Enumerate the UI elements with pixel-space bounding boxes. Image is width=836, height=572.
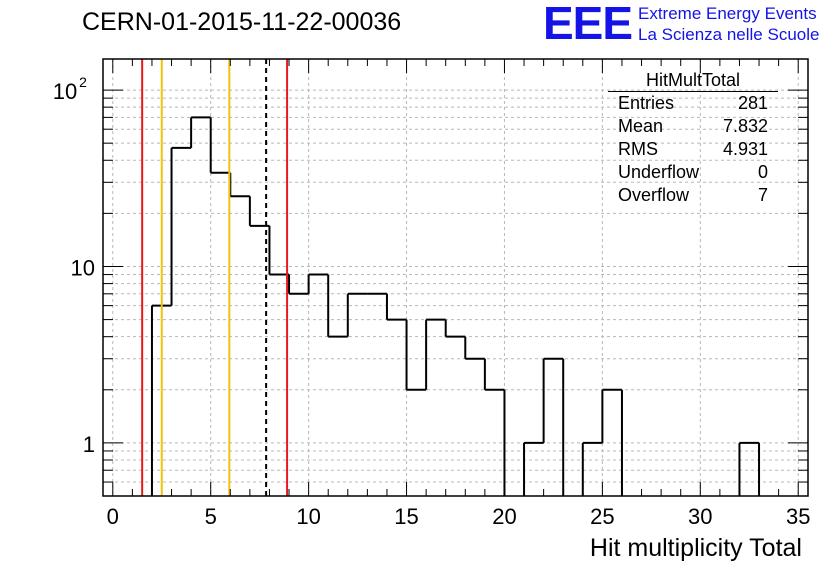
stats-value: 0: [757, 162, 768, 182]
marker-lines: [141, 59, 289, 496]
logo-subtitle-1: Extreme Energy Events: [638, 4, 817, 23]
stats-row-entries: Entries 281: [608, 92, 778, 115]
x-tick-label: 25: [590, 504, 614, 529]
stats-row-mean: Mean 7.832: [608, 115, 778, 138]
stats-value: 281: [737, 93, 768, 113]
stats-title: HitMultTotal: [608, 70, 778, 92]
y-tick-label: 10: [53, 79, 77, 104]
stats-row-overflow: Overflow 7: [608, 184, 778, 207]
eee-logo: EEE: [543, 0, 633, 49]
x-tick-label: 5: [205, 504, 217, 529]
x-tick-label: 35: [786, 504, 810, 529]
stats-row-underflow: Underflow 0: [608, 161, 778, 184]
x-tick-label: 0: [107, 504, 119, 529]
stats-value: 7: [757, 185, 768, 205]
logo-subtitle-2: La Scienza nelle Scuole: [638, 25, 820, 44]
plot-frame: [102, 58, 809, 497]
stats-box: HitMultTotal Entries 281 Mean 7.832 RMS 4.9…: [608, 70, 778, 207]
stats-label: Underflow: [618, 162, 700, 182]
chart-title: CERN-01-2015-11-22-00036: [82, 8, 402, 36]
stats-value: 7.832: [722, 116, 768, 136]
y-tick-label: 10: [71, 255, 95, 280]
x-tick-label: 15: [394, 504, 418, 529]
stats-label: Entries: [618, 93, 675, 113]
stats-value: 4.931: [722, 139, 768, 159]
stats-label: Mean: [618, 116, 664, 136]
y-tick-label: 1: [83, 432, 95, 457]
histogram-series: [150, 116, 761, 496]
x-axis-label: Hit multiplicity Total: [589, 534, 802, 562]
stats-label: Overflow: [618, 185, 690, 205]
x-tick-label: 30: [688, 504, 712, 529]
axis-ticks: [103, 59, 808, 497]
stats-label: RMS: [618, 139, 658, 159]
y-tick-label-exponent: 2: [79, 74, 87, 90]
x-tick-label: 20: [492, 504, 516, 529]
stats-row-rms: RMS 4.931: [608, 138, 778, 161]
x-tick-label: 10: [296, 504, 320, 529]
